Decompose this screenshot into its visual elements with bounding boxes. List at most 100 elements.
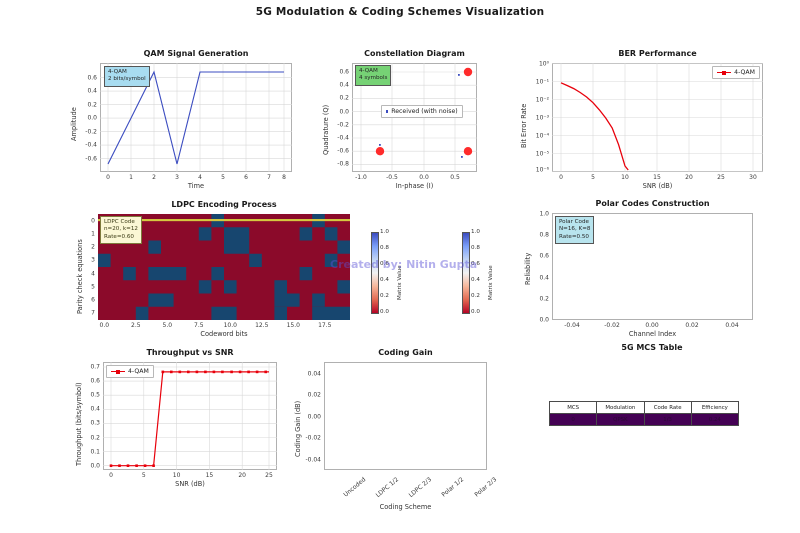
ber-xtick: 0 xyxy=(559,174,563,181)
qam-ytick: -0.2 xyxy=(85,128,97,136)
panel-mcs-table: 5G MCS Table MCS Modulation Code Rate Ef… xyxy=(548,343,752,453)
ldpc-xlabel: Codeword bits xyxy=(200,330,248,338)
throughput-ytick: 0.0 xyxy=(90,462,100,470)
coding-gain-xtick: LDPC 1/2 xyxy=(374,476,401,500)
table-row: 0 QPSK 1/3 0.24 xyxy=(548,413,740,426)
constellation-ytick: 0.0 xyxy=(339,108,349,116)
throughput-legend: 4-QAM xyxy=(106,365,154,378)
constellation-ytick: 0.6 xyxy=(339,68,349,76)
panel-throughput: Throughput vs SNR xyxy=(75,348,277,488)
ber-ylabel: Bit Error Rate xyxy=(520,103,528,148)
throughput-curve xyxy=(111,371,269,467)
polar-ytick: 0.2 xyxy=(539,295,549,303)
colorbar-1: 1.0 0.8 0.6 0.4 0.2 0.0 Matrix Value xyxy=(371,229,403,315)
polar-xtick: 0.04 xyxy=(725,322,739,329)
throughput-xtick: 15 xyxy=(205,472,214,479)
qam-xlabel: Time xyxy=(187,182,205,190)
ber-gridlines xyxy=(552,63,763,172)
qam-xtick: 8 xyxy=(282,174,286,181)
colorbar-2-gradient xyxy=(462,232,470,314)
ber-curve xyxy=(560,82,629,171)
ber-line-swatch xyxy=(717,69,732,76)
coding-gain-xlabel: Coding Scheme xyxy=(379,503,432,511)
throughput-markers xyxy=(109,370,267,467)
mcs-col-header: Modulation xyxy=(596,401,645,414)
constellation-xtick: -0.5 xyxy=(386,174,398,181)
colorbar-2-tick: 0.8 xyxy=(471,245,480,251)
ldpc-annotation: LDPC Code n=20, k=12 Rate=0.60 xyxy=(100,216,142,245)
colorbar-1-tick: 0.2 xyxy=(380,293,389,299)
ldpc-ytick: 1 xyxy=(91,230,95,238)
colorbar-2-tick: 0.4 xyxy=(471,277,480,283)
qam-ytick: 0.0 xyxy=(87,114,97,122)
qam-ytick: -0.4 xyxy=(85,141,97,149)
mcs-table-title: 5G MCS Table xyxy=(621,343,683,352)
throughput-ytick: 0.4 xyxy=(90,405,100,413)
ber-xtick: 25 xyxy=(717,174,725,181)
colorbar-2: 1.0 0.8 0.6 0.4 0.2 0.0 Matrix Value xyxy=(462,229,494,315)
ber-ytick: 10⁻² xyxy=(535,96,549,103)
throughput-line-swatch xyxy=(111,368,125,375)
qam-xtick: 7 xyxy=(267,174,271,181)
polar-title: Polar Codes Construction xyxy=(595,199,710,208)
qam-waveform xyxy=(107,70,284,165)
polar-annotation: Polar Code N=16, K=8 Rate=0.50 xyxy=(555,216,595,245)
polar-xtick: 0.02 xyxy=(685,322,699,329)
constellation-ytick: -0.2 xyxy=(337,121,349,129)
ber-legend-label: 4-QAM xyxy=(734,69,755,76)
colorbar-1-gradient xyxy=(371,232,379,314)
constellation-xtick: -1.0 xyxy=(355,174,367,181)
qam-ytick: 0.6 xyxy=(87,74,97,82)
ber-xtick: 20 xyxy=(685,174,693,181)
ber-ytick: 10⁻³ xyxy=(535,114,549,121)
ldpc-ylabel: Parity check equations xyxy=(76,239,84,314)
panel-polar: Polar Codes Construction Polar Code N=16… xyxy=(524,199,753,338)
ldpc-title: LDPC Encoding Process xyxy=(171,200,277,209)
panel-constellation: Constellation Diagram xyxy=(322,49,477,190)
polar-ytick: 1.0 xyxy=(539,210,549,217)
throughput-ytick: 0.2 xyxy=(90,434,100,441)
constellation-ytick: -0.4 xyxy=(337,134,349,142)
ldpc-ytick: 4 xyxy=(91,270,95,278)
coding-gain-ytick: -0.04 xyxy=(305,456,321,464)
mcs-col-header: Code Rate xyxy=(643,401,692,414)
ldpc-xtick: 2.5 xyxy=(131,322,141,329)
ldpc-ytick: 7 xyxy=(91,309,95,317)
throughput-xtick: 5 xyxy=(141,472,146,479)
qam-xtick: 4 xyxy=(198,174,202,181)
throughput-ytick: 0.6 xyxy=(90,377,100,385)
qam-xtick: 5 xyxy=(221,174,225,181)
throughput-ytick: 0.1 xyxy=(90,448,100,456)
figure-title: 5G Modulation & Coding Schemes Visualiza… xyxy=(255,6,545,18)
mcs-col-header: Efficiency xyxy=(690,401,740,414)
colorbar-1-tick: 1.0 xyxy=(380,229,389,235)
constellation-xtick: 0.0 xyxy=(419,174,429,181)
coding-gain-xtick: Polar 1/2 xyxy=(440,476,466,499)
constellation-ytick: -0.6 xyxy=(337,147,349,155)
colorbar-1-tick: 0.4 xyxy=(380,277,389,283)
coding-gain-xtick: LDPC 2/3 xyxy=(407,476,434,500)
polar-ytick: 0.8 xyxy=(539,231,549,239)
polar-ylabel: Reliability xyxy=(524,252,532,285)
panel-ldpc: LDPC Encoding Process xyxy=(76,200,350,338)
qam-xtick: 6 xyxy=(244,174,248,181)
colorbar-2-label: Matrix Value xyxy=(488,265,494,300)
noisy-marker-icon xyxy=(386,110,389,113)
polar-xlabel: Channel Index xyxy=(628,330,677,338)
coding-gain-title: Coding Gain xyxy=(378,348,433,357)
constellation-annotation: 4-QAM 4 symbols xyxy=(355,65,392,86)
mcs-cell: 1/3 xyxy=(643,413,692,426)
coding-gain-ylabel: Coding Gain (dB) xyxy=(294,400,302,457)
constellation-ylabel: Quadrature (Q) xyxy=(322,104,330,155)
constellation-xtick: 0.5 xyxy=(450,174,460,181)
throughput-xlabel: SNR (dB) xyxy=(175,480,205,488)
ber-xtick: 5 xyxy=(591,174,595,181)
coding-gain-ytick: 0.00 xyxy=(307,413,321,421)
mcs-cell: QPSK xyxy=(596,413,645,426)
mcs-cell: 0.24 xyxy=(690,413,740,426)
mcs-table-header-row: MCS Modulation Code Rate Efficiency xyxy=(548,401,740,414)
throughput-ytick: 0.5 xyxy=(90,391,100,399)
qam-ytick: 0.2 xyxy=(87,101,97,109)
polar-ytick: 0.0 xyxy=(539,316,549,323)
polar-ytick: 0.6 xyxy=(539,252,549,260)
